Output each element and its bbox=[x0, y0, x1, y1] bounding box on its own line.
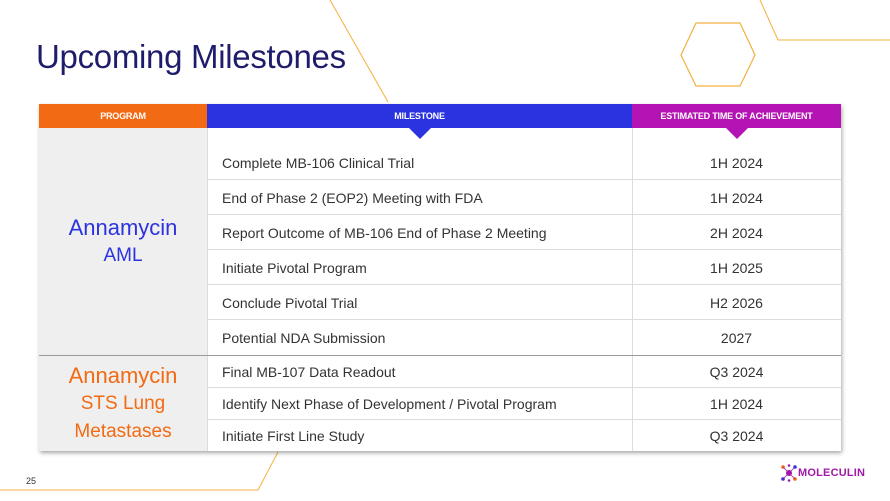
table-row: Identify Next Phase of Development / Piv… bbox=[207, 388, 841, 420]
header-program-label: PROGRAM bbox=[100, 111, 146, 121]
table-row: Conclude Pivotal Trial H2 2026 bbox=[207, 286, 841, 320]
column-divider bbox=[207, 128, 208, 451]
table-row: Potential NDA Submission 2027 bbox=[207, 321, 841, 355]
milestone-text: Final MB-107 Data Readout bbox=[222, 364, 396, 380]
header-eta-arrow bbox=[725, 128, 748, 139]
milestone-text: Initiate Pivotal Program bbox=[222, 260, 367, 276]
milestone-text: Report Outcome of MB-106 End of Phase 2 … bbox=[222, 225, 547, 241]
eta-text: Q3 2024 bbox=[709, 364, 764, 380]
eta-text: 1H 2024 bbox=[710, 190, 763, 206]
page-number: 25 bbox=[26, 476, 37, 486]
milestones-table: PROGRAM MILESTONE ESTIMATED TIME OF ACHI… bbox=[39, 104, 841, 451]
program-cell-sts: Annamycin STS Lung Metastases bbox=[39, 356, 207, 451]
header-milestone-arrow bbox=[408, 128, 431, 139]
milestone-text: Complete MB-106 Clinical Trial bbox=[222, 155, 415, 171]
program-indication: AML bbox=[103, 244, 143, 266]
header-eta: ESTIMATED TIME OF ACHIEVEMENT bbox=[632, 104, 841, 139]
program-cell-aml: Annamycin AML bbox=[39, 128, 207, 355]
column-divider bbox=[632, 128, 633, 451]
table-row: End of Phase 2 (EOP2) Meeting with FDA 1… bbox=[207, 181, 841, 215]
table-row: Initiate Pivotal Program 1H 2025 bbox=[207, 251, 841, 285]
eta-text: 1H 2025 bbox=[710, 260, 763, 276]
program-name: Annamycin bbox=[68, 214, 178, 240]
milestone-text: Potential NDA Submission bbox=[222, 330, 386, 346]
table-row: Final MB-107 Data Readout Q3 2024 bbox=[207, 356, 841, 388]
group-divider bbox=[39, 355, 841, 356]
header-eta-label: ESTIMATED TIME OF ACHIEVEMENT bbox=[660, 111, 813, 121]
milestone-text: End of Phase 2 (EOP2) Meeting with FDA bbox=[222, 190, 483, 206]
logo-text: MOLECULIN bbox=[798, 467, 866, 479]
eta-text: 2H 2024 bbox=[710, 225, 763, 241]
molecule-icon bbox=[781, 464, 797, 482]
company-logo: MOLECULIN bbox=[780, 464, 865, 482]
table-row: Initiate First Line Study Q3 2024 bbox=[207, 420, 841, 452]
program-name: Annamycin bbox=[68, 362, 178, 388]
eta-text: 1H 2024 bbox=[710, 155, 763, 171]
table-row: Complete MB-106 Clinical Trial 1H 2024 bbox=[207, 146, 841, 180]
header-milestone: MILESTONE bbox=[207, 104, 632, 139]
program-indication: Metastases bbox=[74, 420, 172, 442]
eta-text: H2 2026 bbox=[710, 295, 763, 311]
milestone-text: Conclude Pivotal Trial bbox=[222, 295, 358, 311]
milestone-text: Initiate First Line Study bbox=[222, 428, 365, 444]
header-milestone-label: MILESTONE bbox=[394, 111, 445, 121]
program-indication: STS Lung bbox=[80, 392, 166, 414]
header-program: PROGRAM bbox=[39, 104, 207, 139]
milestone-text: Identify Next Phase of Development / Piv… bbox=[222, 396, 557, 412]
eta-text: 1H 2024 bbox=[710, 396, 763, 412]
page-title: Upcoming Milestones bbox=[36, 38, 346, 75]
eta-text: Q3 2024 bbox=[709, 428, 764, 444]
eta-text: 2027 bbox=[720, 330, 753, 346]
table-row: Report Outcome of MB-106 End of Phase 2 … bbox=[207, 216, 841, 250]
